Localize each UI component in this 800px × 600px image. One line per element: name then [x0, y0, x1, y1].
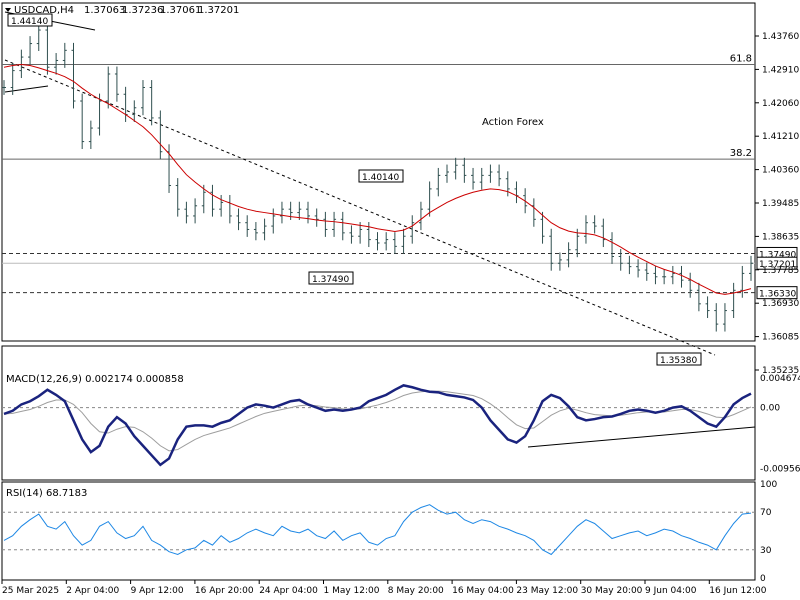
macd-y-tick-label: -0.009568 — [760, 464, 800, 474]
price-y-tick-label: 1.43760 — [762, 32, 799, 42]
price-annotation-box — [358, 169, 404, 183]
rsi-y-tick-label: 30 — [760, 546, 772, 556]
fib-level-label: 38.2 — [730, 148, 752, 159]
ohlc-value: 1.37061 — [160, 5, 201, 16]
ohlc-value: 1.37201 — [198, 5, 239, 16]
price-panel-frame — [1, 2, 756, 342]
rsi-panel-frame — [1, 481, 756, 581]
price-y-tick-label: 1.41210 — [762, 132, 799, 142]
trend-line — [4, 59, 716, 356]
price-annotation-box — [7, 13, 53, 27]
x-tick-label: 30 May 20:00 — [581, 586, 643, 596]
ohlc-value: 1.37236 — [122, 5, 163, 16]
x-tick-label: 16 Apr 20:00 — [195, 586, 254, 596]
rsi-line — [3, 504, 752, 556]
price-y-tick-label: 1.42060 — [762, 99, 799, 109]
level-price-label: 1.36330 — [759, 290, 796, 300]
x-tick-label: 9 Jun 04:00 — [645, 586, 697, 596]
fib-level-label: 61.8 — [730, 54, 752, 65]
x-tick-label: 9 Apr 12:00 — [131, 586, 184, 596]
price-y-tick-label: 1.40360 — [762, 166, 799, 176]
moving-average-line — [3, 64, 752, 295]
macd-panel-frame — [1, 345, 756, 481]
x-tick-label: 16 May 04:00 — [452, 586, 514, 596]
level-price-box — [756, 286, 798, 300]
price-annotation-label: 1.37490 — [312, 275, 349, 285]
price-y-tick-label: 1.38635 — [762, 232, 799, 242]
price-y-tick-label: 1.39485 — [762, 199, 799, 209]
watermark: Action Forex — [482, 117, 544, 128]
x-tick-label: 1 May 12:00 — [324, 586, 380, 596]
x-tick-label: 23 May 12:00 — [516, 586, 578, 596]
rsi-y-tick-label: 100 — [760, 480, 777, 490]
price-y-tick-label: 1.36085 — [762, 333, 799, 343]
macd-label: MACD(12,26,9) 0.002174 0.000858 — [6, 374, 184, 385]
macd-main-line — [3, 384, 752, 467]
x-tick-label: 25 Mar 2025 — [2, 586, 59, 596]
header-triangle-icon — [5, 8, 11, 12]
macd-signal-line — [3, 390, 752, 452]
current-price-label: 1.37201 — [759, 260, 796, 270]
rsi-y-tick-label: 70 — [760, 508, 772, 518]
x-tick-label: 8 May 20:00 — [388, 586, 444, 596]
price-annotation-label: 1.35380 — [660, 356, 697, 366]
symbol-header: USDCAD,H4 — [14, 5, 74, 16]
rsi-label: RSI(14) 68.7183 — [6, 488, 87, 499]
price-annotation-label: 1.40140 — [362, 173, 399, 183]
level-price-label: 1.37490 — [759, 250, 796, 260]
x-tick-label: 24 Apr 04:00 — [259, 586, 318, 596]
price-y-tick-label: 1.37785 — [762, 266, 799, 276]
ohlc-value: 1.37063 — [84, 5, 125, 16]
macd-y-tick-label: 0.004674 — [760, 374, 800, 384]
x-tick-label: 2 Apr 04:00 — [66, 586, 119, 596]
price-annotation-label: 1.44140 — [11, 17, 48, 27]
rsi-y-tick-label: 0 — [760, 574, 766, 584]
x-tick-label: 16 Jun 12:00 — [709, 586, 766, 596]
pattern-line — [4, 85, 49, 93]
current-price-box — [756, 256, 798, 270]
price-y-tick-label: 1.36930 — [762, 299, 799, 309]
price-annotation-box — [656, 352, 702, 366]
price-y-tick-label: 1.35235 — [762, 366, 799, 376]
price-y-tick-label: 1.42910 — [762, 65, 799, 75]
macd-trend-line — [527, 426, 756, 448]
price-annotation-box — [308, 271, 354, 285]
macd-y-tick-label: 0.00 — [760, 404, 780, 414]
